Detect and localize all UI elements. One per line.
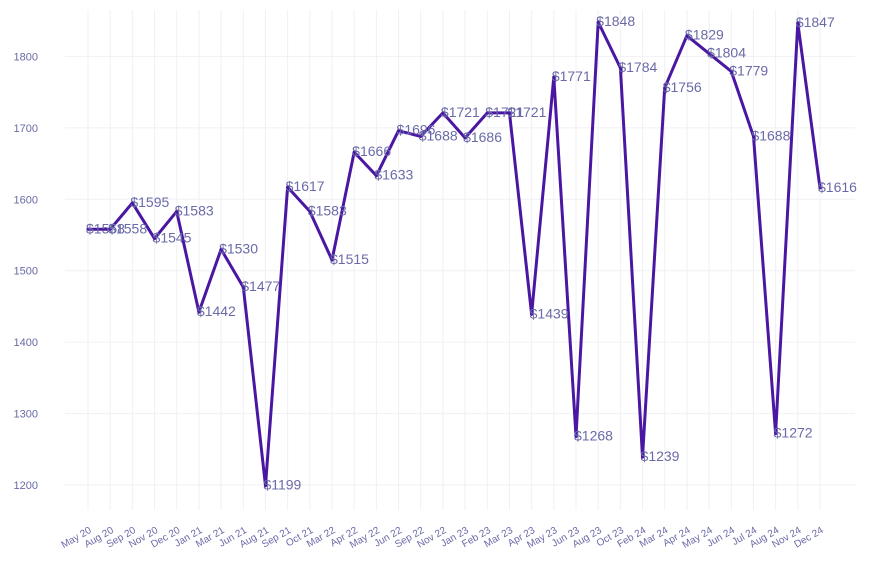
y-tick-label: 1300 (14, 409, 38, 421)
data-label: $1804 (707, 45, 746, 61)
data-label: $1268 (574, 427, 613, 443)
data-points (86, 20, 822, 488)
data-label: $1779 (729, 62, 768, 78)
data-label: $1688 (751, 127, 790, 143)
data-point (818, 186, 822, 190)
data-label: $1515 (330, 251, 369, 267)
data-label: $1272 (774, 425, 813, 441)
data-point (707, 52, 711, 56)
data-label: $1617 (286, 178, 325, 194)
y-tick-label: 1600 (14, 194, 38, 206)
data-point (796, 21, 800, 25)
data-point (663, 86, 667, 90)
data-label: $1829 (685, 27, 724, 43)
data-point (175, 209, 179, 213)
data-point (485, 111, 489, 115)
data-label: $1756 (663, 79, 702, 95)
data-point (263, 484, 267, 488)
data-point (641, 455, 645, 459)
data-point (86, 227, 90, 231)
y-tick-label: 1700 (14, 123, 38, 135)
data-point (108, 227, 112, 231)
data-point (352, 150, 356, 154)
data-point (530, 312, 534, 316)
y-tick-label: 1500 (14, 266, 38, 278)
data-label: $1721 (441, 104, 480, 120)
data-label: $1595 (130, 194, 169, 210)
data-point (241, 285, 245, 289)
data-label: $1442 (197, 303, 236, 319)
data-label: $1583 (308, 202, 347, 218)
data-point (774, 432, 778, 436)
data-label: $1477 (241, 278, 280, 294)
data-label: $1784 (618, 59, 657, 75)
data-point (574, 434, 578, 438)
data-point (197, 310, 201, 314)
data-label: $1558 (86, 220, 125, 236)
data-label: $1721 (485, 104, 524, 120)
data-point (419, 134, 423, 138)
data-point (397, 129, 401, 133)
data-point (441, 111, 445, 115)
y-tick-label: 1800 (14, 51, 38, 63)
data-point (596, 20, 600, 24)
data-point (219, 247, 223, 251)
data-label: $1530 (219, 240, 258, 256)
data-point (729, 69, 733, 73)
data-label: $1686 (463, 129, 502, 145)
data-label: $1666 (352, 143, 391, 159)
data-label: $1558 (108, 220, 147, 236)
data-point (286, 185, 290, 189)
series-line (86, 20, 822, 488)
data-point (552, 75, 556, 79)
data-label: $1545 (153, 230, 192, 246)
data-label: $1848 (596, 13, 635, 29)
data-labels: $1558$1558 $1595 $1545 $1583 $1442 $1530 $1477… (86, 13, 857, 493)
data-label: $1616 (818, 179, 857, 195)
data-label: $1633 (374, 167, 413, 183)
y-axis: 1200 1300 1400 1500 1600 1700 1800 (14, 51, 38, 492)
data-point (463, 136, 467, 140)
data-label: $1847 (796, 14, 835, 30)
data-label: $1439 (530, 305, 569, 321)
data-point (374, 174, 378, 178)
data-label: $1771 (552, 68, 591, 84)
y-tick-label: 1200 (14, 480, 38, 492)
data-label: $1688 (419, 127, 458, 143)
data-point (618, 66, 622, 70)
data-point (685, 34, 689, 38)
data-label: $1199 (263, 477, 301, 493)
data-point (751, 134, 755, 138)
data-point (507, 111, 511, 115)
data-point (130, 201, 134, 205)
data-label: $1721 (507, 104, 546, 120)
data-label: $1239 (641, 448, 680, 464)
data-point (308, 209, 312, 213)
y-tick-label: 1400 (14, 337, 38, 349)
data-label: $1696 (397, 122, 436, 138)
data-point (153, 237, 157, 241)
data-point (330, 258, 334, 262)
data-label: $1583 (175, 202, 214, 218)
